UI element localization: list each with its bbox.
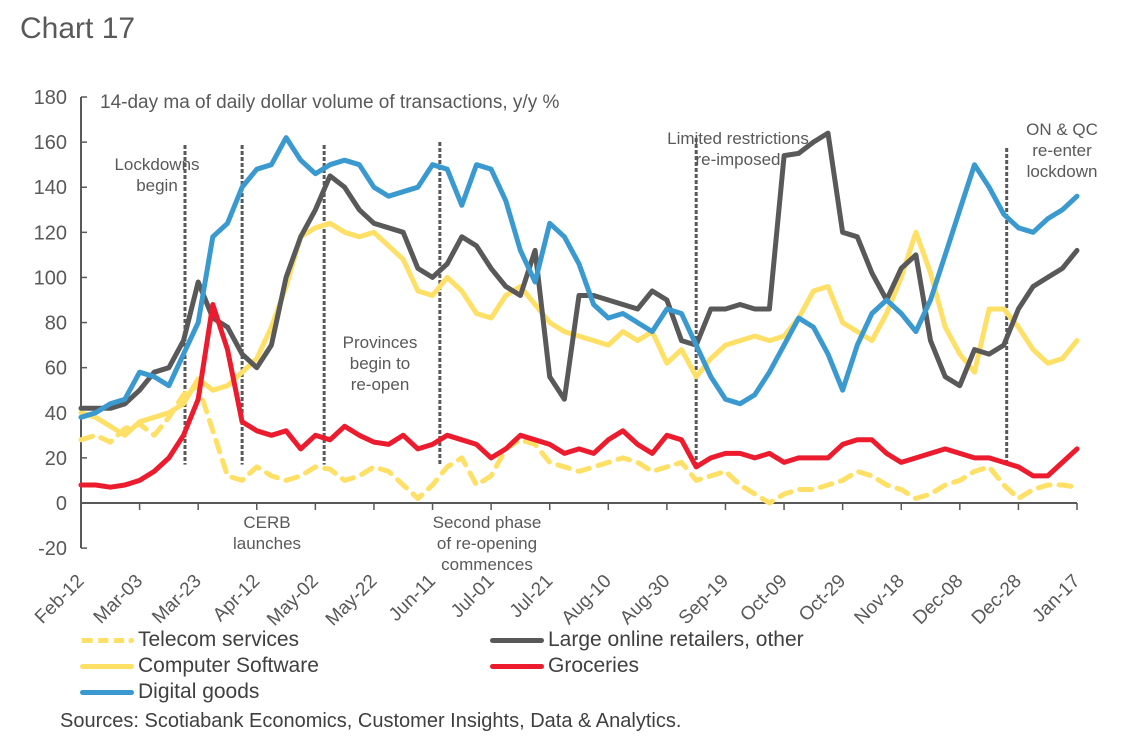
legend-label: Digital goods <box>138 680 260 703</box>
x-tick-label: Nov-18 <box>851 571 909 629</box>
y-tick-label: 180 <box>34 87 67 109</box>
legend-label: Computer Software <box>138 654 319 677</box>
x-tick-label: May-02 <box>263 571 323 631</box>
event-annotation: launches <box>233 534 301 553</box>
legend-swatch <box>80 689 134 695</box>
legend-label: Groceries <box>548 654 640 677</box>
legend-swatch <box>490 663 544 669</box>
series-line-groceries <box>78 302 1080 490</box>
x-tick-label: Sep-19 <box>675 571 733 629</box>
y-tick-label: 140 <box>34 177 67 199</box>
x-tick-label: Jul-21 <box>506 571 557 622</box>
event-annotation: re-imposed <box>695 150 780 169</box>
x-tick-label: Aug-10 <box>558 571 616 629</box>
x-tick-label: Aug-30 <box>616 571 674 629</box>
event-annotation: commences <box>441 555 533 574</box>
y-tick-label: 120 <box>34 222 67 244</box>
event-annotation: Limited restrictions <box>667 129 809 148</box>
legend-item-digital: Digital goods <box>80 680 259 704</box>
x-tick-label: May-22 <box>322 571 382 631</box>
x-tick-label: Oct-09 <box>736 571 791 626</box>
legend-item-groceries: Groceries <box>490 654 639 678</box>
legend-item-telecom: Telecom services <box>80 628 299 652</box>
y-tick-label: 60 <box>45 358 67 380</box>
event-annotation: lockdown <box>1027 162 1098 181</box>
x-tick-label: Jun-11 <box>385 571 440 626</box>
legend-label: Telecom services <box>138 628 300 651</box>
y-tick-label: 100 <box>34 267 67 289</box>
y-tick-label: 0 <box>56 493 67 515</box>
event-annotation: re-open <box>351 375 410 394</box>
event-annotation: Lockdowns <box>114 155 199 174</box>
y-tick-label: 40 <box>45 403 67 425</box>
event-annotation: of re-opening <box>437 534 537 553</box>
x-tick-label: Dec-08 <box>909 571 967 629</box>
x-tick-label: Dec-28 <box>968 571 1026 629</box>
x-tick-label: Mar-03 <box>90 571 147 628</box>
y-tick-label: 20 <box>45 448 67 470</box>
chart-subtitle: 14-day ma of daily dollar volume of tran… <box>100 92 559 113</box>
y-tick-label: 80 <box>45 313 67 335</box>
x-tick-label: Mar-23 <box>148 571 205 628</box>
x-tick-label: Jan-17 <box>1029 571 1085 627</box>
series-line-digital-goods <box>78 135 1080 420</box>
x-tick-label: Jul-01 <box>447 571 498 622</box>
legend-label: Large online retailers, other <box>548 628 804 651</box>
legend-swatch <box>80 637 134 643</box>
series-lines <box>78 130 1080 506</box>
annotations: Lockdowns begin CERB launches Provinces begin… <box>114 120 1097 574</box>
event-annotation: re-enter <box>1032 141 1092 160</box>
y-tick-label: 160 <box>34 132 67 154</box>
series-line-large-online-retailers-other <box>78 130 1080 411</box>
event-annotation: CERB <box>243 513 290 532</box>
x-tick-label: Feb-12 <box>31 571 88 628</box>
event-annotation: begin <box>136 176 178 195</box>
event-annotation: ON & QC <box>1026 120 1098 139</box>
x-tick-label: Oct-29 <box>795 571 850 626</box>
source-note: Sources: Scotiabank Economics, Customer … <box>60 710 682 732</box>
chart-title: Chart 17 <box>20 12 136 45</box>
series-line-computer-software <box>78 220 1080 438</box>
event-annotation: Provinces <box>343 333 418 352</box>
y-tick-label: -20 <box>38 538 67 560</box>
series-line-telecom-services <box>78 383 1080 506</box>
legend-swatch <box>490 637 544 643</box>
legend-item-software: Computer Software <box>80 654 319 678</box>
event-annotation: begin to <box>350 354 411 373</box>
event-annotation: Second phase <box>433 513 542 532</box>
x-tick-label: Apr-12 <box>209 571 264 626</box>
legend-item-large-online: Large online retailers, other <box>490 628 804 652</box>
legend-swatch <box>80 663 134 669</box>
